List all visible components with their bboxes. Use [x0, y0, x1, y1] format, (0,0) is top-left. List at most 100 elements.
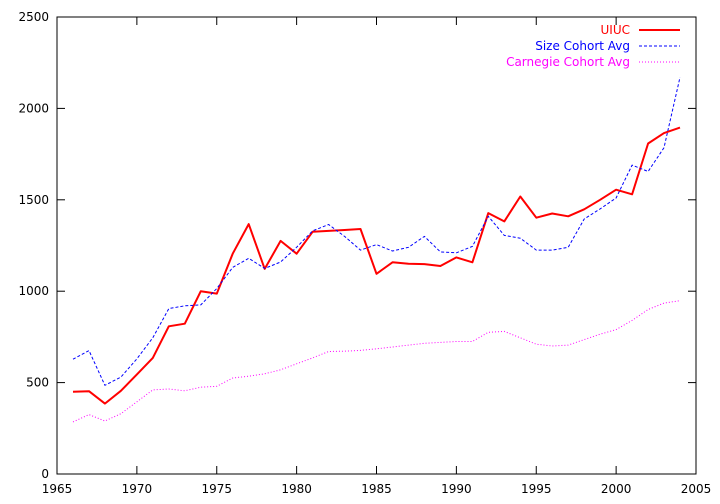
- data-point: [135, 400, 138, 403]
- data-point: [647, 308, 650, 311]
- data-point: [359, 349, 362, 352]
- data-point: [263, 372, 266, 375]
- data-point: [295, 246, 298, 249]
- data-point: [343, 350, 346, 353]
- data-point: [119, 412, 122, 415]
- data-point: [407, 262, 410, 265]
- legend: UIUC Size Cohort Avg Carnegie Cohort Avg: [506, 23, 680, 69]
- data-point: [439, 250, 442, 253]
- data-point: [359, 249, 362, 252]
- x-tick-label: 1985: [361, 482, 392, 496]
- y-tick-label: 2000: [18, 101, 49, 115]
- data-point: [215, 292, 218, 295]
- data-point: [519, 195, 522, 198]
- data-point: [503, 330, 506, 333]
- data-point: [71, 420, 74, 423]
- data-point: [343, 228, 346, 231]
- data-point: [615, 328, 618, 331]
- data-point: [103, 384, 106, 387]
- data-point: [167, 307, 170, 310]
- data-point: [535, 216, 538, 219]
- data-point: [199, 303, 202, 306]
- data-point: [487, 331, 490, 334]
- data-point: [455, 251, 458, 254]
- data-point: [391, 261, 394, 264]
- data-point: [167, 387, 170, 390]
- data-point: [183, 304, 186, 307]
- series-2: [71, 77, 681, 387]
- series-1: [71, 126, 681, 405]
- data-point: [663, 146, 666, 149]
- y-tick-label: 1500: [18, 193, 49, 207]
- data-point: [599, 333, 602, 336]
- data-point: [583, 208, 586, 211]
- data-point: [439, 264, 442, 267]
- y-tick-label: 500: [26, 376, 49, 390]
- data-point: [327, 223, 330, 226]
- data-point: [119, 376, 122, 379]
- data-point: [679, 299, 682, 302]
- data-point: [375, 243, 378, 246]
- data-point: [343, 235, 346, 238]
- data-point: [583, 338, 586, 341]
- data-point: [215, 385, 218, 388]
- data-point: [151, 356, 154, 359]
- data-point: [231, 266, 234, 269]
- data-point: [407, 246, 410, 249]
- data-point: [551, 249, 554, 252]
- data-point: [199, 386, 202, 389]
- data-point: [455, 256, 458, 259]
- data-point: [199, 290, 202, 293]
- x-tick-label: 1970: [122, 482, 153, 496]
- series-line: [72, 126, 681, 405]
- x-tick-label: 1975: [201, 482, 232, 496]
- data-point: [535, 249, 538, 252]
- data-point: [231, 377, 234, 380]
- data-point: [183, 322, 186, 325]
- x-tick-label: 1990: [441, 482, 472, 496]
- y-tick-label: 0: [41, 467, 49, 481]
- data-point: [503, 220, 506, 223]
- data-point: [647, 142, 650, 145]
- data-point: [247, 223, 250, 226]
- y-tick-label: 2500: [18, 10, 49, 24]
- x-tick-label: 1980: [281, 482, 312, 496]
- data-point: [311, 356, 314, 359]
- data-point: [455, 340, 458, 343]
- legend-label: UIUC: [601, 23, 630, 37]
- data-point: [599, 207, 602, 210]
- data-point: [119, 389, 122, 392]
- data-point: [663, 132, 666, 135]
- data-point: [71, 390, 74, 393]
- data-point: [311, 229, 314, 232]
- data-point: [439, 341, 442, 344]
- data-point: [135, 373, 138, 376]
- data-point: [327, 229, 330, 232]
- data-point: [567, 246, 570, 249]
- data-point: [535, 343, 538, 346]
- data-point: [151, 336, 154, 339]
- legend-label: Carnegie Cohort Avg: [506, 55, 630, 69]
- data-point: [599, 198, 602, 201]
- data-point: [279, 239, 282, 242]
- data-point: [487, 212, 490, 215]
- data-point: [231, 252, 234, 255]
- data-point: [631, 319, 634, 322]
- data-point: [551, 345, 554, 348]
- data-point: [471, 245, 474, 248]
- data-point: [567, 215, 570, 218]
- data-point: [471, 261, 474, 264]
- data-point: [519, 336, 522, 339]
- data-point: [551, 212, 554, 215]
- data-point: [567, 344, 570, 347]
- data-point: [71, 358, 74, 361]
- data-point: [615, 188, 618, 191]
- data-point: [631, 164, 634, 167]
- data-point: [247, 257, 250, 260]
- x-tick-label: 2000: [601, 482, 632, 496]
- data-point: [423, 235, 426, 238]
- axis-ticks: 0 500 1000 1500 2000 2500 1965 1970 1975 1980 1985…: [18, 10, 711, 496]
- data-point: [103, 402, 106, 405]
- series-layer: [71, 77, 682, 423]
- data-point: [87, 390, 90, 393]
